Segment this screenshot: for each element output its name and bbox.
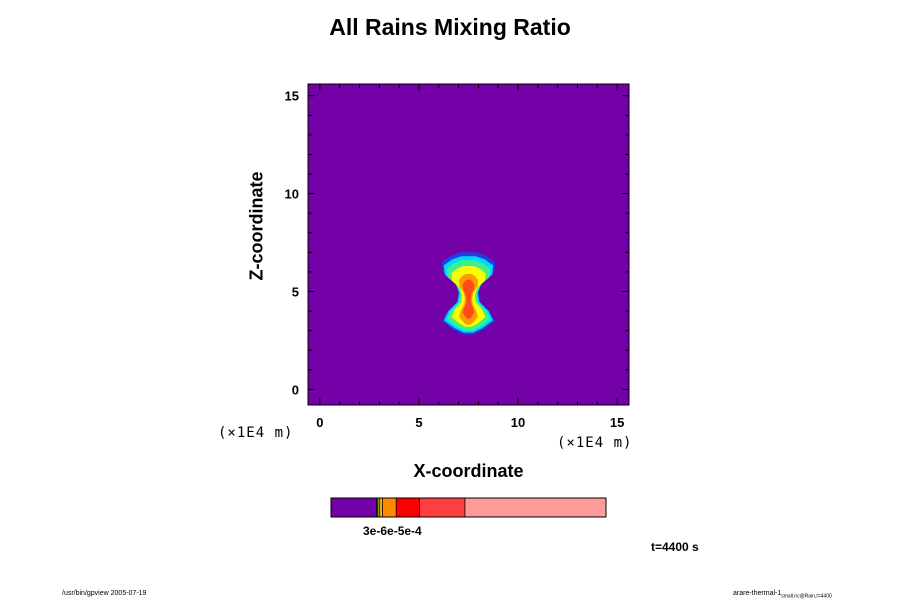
plot-frame: [307, 83, 630, 406]
x-axis-unit: (×1E4 m): [557, 435, 633, 451]
chart-title: All Rains Mixing Ratio: [329, 14, 571, 40]
colorbar-segment-4: [379, 498, 383, 517]
colorbar-layer: [330, 497, 607, 518]
y-tick-label: 10: [285, 187, 299, 202]
colorbar-segment-3: [378, 498, 380, 517]
field-layer: [308, 84, 629, 405]
contour-level-6: [462, 279, 475, 319]
colorbar-segment-7: [419, 498, 465, 517]
x-tick-label: 0: [316, 415, 323, 430]
y-axis-unit: (×1E4 m): [218, 425, 294, 441]
footer-right-main: arare-thermal-1: [733, 590, 782, 597]
y-axis-label: Z-coordinate: [246, 171, 267, 281]
x-tick-label: 5: [415, 415, 422, 430]
footer-left: /usr/bin/gpview 2005-07-19: [62, 590, 147, 597]
colorbar-segment-1: [331, 498, 377, 517]
field-background: [308, 84, 629, 405]
colorbar-segment-2: [376, 498, 379, 517]
x-tick-label: 10: [511, 415, 525, 430]
colorbar-frame: [330, 497, 607, 518]
footer-right-sub: small.nc@Rain,t=4400: [781, 593, 832, 600]
tick-layer: 0 5 10 15 0 5 10 15: [285, 84, 629, 430]
plot-frame-layer: [307, 83, 630, 406]
colorbar-segment-8: [464, 498, 606, 517]
y-tick-label: 0: [292, 382, 299, 397]
time-label: t=4400 s: [651, 540, 699, 554]
y-tick-label: 5: [292, 284, 299, 299]
footer-right: arare-thermal-1small.nc@Rain,t=4400: [733, 590, 832, 599]
x-tick-label: 15: [610, 415, 624, 430]
colorbar-label: 3e-6e-5e-4: [363, 524, 422, 538]
colorbar-segment-5: [382, 498, 397, 517]
y-tick-label: 15: [285, 89, 299, 104]
colorbar-segment-6: [396, 498, 420, 517]
x-axis-label: X-coordinate: [413, 461, 524, 481]
